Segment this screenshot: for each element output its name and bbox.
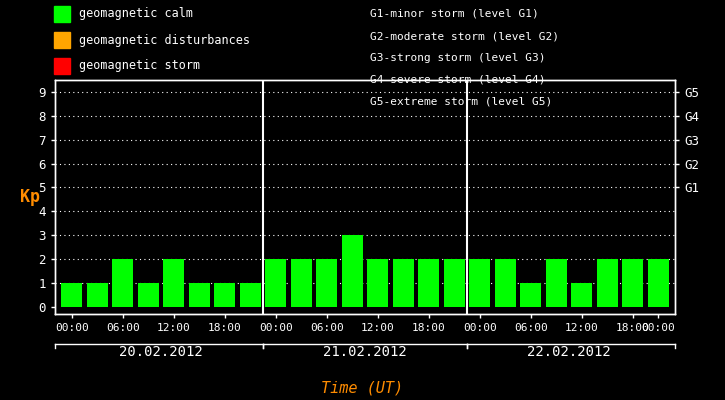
Text: G1-minor storm (level G1): G1-minor storm (level G1) [370, 9, 539, 19]
Bar [291, 259, 312, 307]
Bar [188, 283, 210, 307]
Bar [393, 259, 414, 307]
Text: G2-moderate storm (level G2): G2-moderate storm (level G2) [370, 31, 559, 41]
Bar [163, 259, 184, 307]
Bar [341, 235, 362, 307]
Bar [215, 283, 235, 307]
Text: 20.02.2012: 20.02.2012 [119, 345, 203, 359]
Bar [648, 259, 669, 307]
Bar [521, 283, 542, 307]
Text: 22.02.2012: 22.02.2012 [527, 345, 611, 359]
Text: Time (UT): Time (UT) [321, 380, 404, 395]
Text: G5-extreme storm (level G5): G5-extreme storm (level G5) [370, 97, 552, 107]
Bar [444, 259, 465, 307]
Bar [469, 259, 490, 307]
Bar [546, 259, 567, 307]
Bar [87, 283, 107, 307]
Bar [418, 259, 439, 307]
Text: geomagnetic storm: geomagnetic storm [79, 60, 200, 72]
Text: G4-severe storm (level G4): G4-severe storm (level G4) [370, 75, 545, 85]
Text: 21.02.2012: 21.02.2012 [323, 345, 407, 359]
Bar [61, 283, 82, 307]
Bar [368, 259, 389, 307]
Bar [265, 259, 286, 307]
Bar [495, 259, 515, 307]
Bar [597, 259, 618, 307]
Bar [138, 283, 159, 307]
Y-axis label: Kp: Kp [20, 188, 41, 206]
Text: geomagnetic calm: geomagnetic calm [79, 8, 193, 20]
Bar [240, 283, 261, 307]
Text: G3-strong storm (level G3): G3-strong storm (level G3) [370, 53, 545, 63]
Bar [623, 259, 643, 307]
Bar [316, 259, 337, 307]
Bar [571, 283, 592, 307]
Text: geomagnetic disturbances: geomagnetic disturbances [79, 34, 250, 46]
Bar [112, 259, 133, 307]
